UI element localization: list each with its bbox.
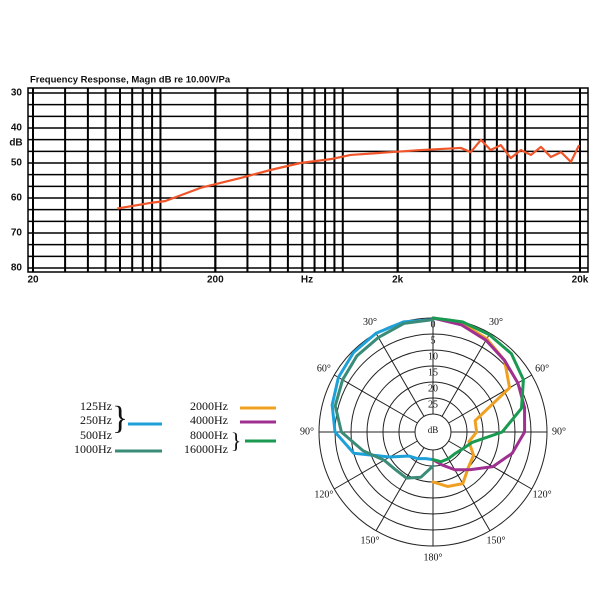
y-axis-label: dB bbox=[9, 138, 22, 149]
polar-spoke bbox=[448, 374, 532, 424]
polar-curve bbox=[431, 316, 512, 488]
theta-tick-label: 90° bbox=[300, 426, 314, 437]
polar-spoke bbox=[334, 374, 418, 424]
polar-spoke bbox=[441, 333, 491, 417]
y-tick-label: 80 bbox=[11, 263, 23, 274]
r-axis-label: dB bbox=[428, 425, 439, 435]
x-tick-label: 20 bbox=[27, 275, 39, 286]
polar-spoke bbox=[375, 333, 425, 417]
x-tick-label: 20k bbox=[572, 275, 589, 286]
legend-label: 125Hz bbox=[80, 399, 112, 413]
theta-tick-label: 60° bbox=[535, 363, 549, 374]
y-tick-label: 30 bbox=[11, 88, 23, 99]
theta-tick-label: 150° bbox=[361, 535, 380, 546]
y-tick-label: 40 bbox=[11, 123, 23, 134]
legend-label: 500Hz bbox=[80, 428, 112, 442]
y-tick-label: 60 bbox=[11, 193, 23, 204]
x-tick-label: 2k bbox=[392, 275, 404, 286]
y-tick-label: 70 bbox=[11, 228, 23, 239]
polar-spoke bbox=[375, 447, 425, 531]
x-axis-label: Hz bbox=[301, 275, 313, 286]
polar-curve bbox=[431, 316, 527, 472]
legend-label: 250Hz bbox=[80, 413, 112, 427]
chart-title: Frequency Response, Magn dB re 10.00V/Pa bbox=[30, 75, 231, 86]
theta-tick-label: 180° bbox=[424, 552, 443, 563]
theta-tick-label: 30° bbox=[363, 317, 377, 328]
legend-label: 4000Hz bbox=[190, 413, 228, 427]
y-tick-label: 50 bbox=[11, 158, 23, 169]
polar-spoke bbox=[441, 447, 491, 531]
theta-tick-label: 90° bbox=[552, 426, 566, 437]
theta-tick-label: 150° bbox=[487, 535, 506, 546]
legend-label: 8000Hz bbox=[190, 428, 228, 442]
polar-curve bbox=[333, 318, 435, 480]
response-line bbox=[117, 138, 581, 210]
theta-tick-label: 120° bbox=[314, 489, 333, 500]
polar-curve bbox=[431, 316, 525, 464]
theta-tick-label: 120° bbox=[533, 489, 552, 500]
legend-brace: } bbox=[231, 428, 242, 453]
plot-frame bbox=[27, 87, 589, 273]
legend-label: 1000Hz bbox=[74, 442, 112, 456]
polar-curve bbox=[330, 318, 435, 462]
polar-spoke bbox=[334, 440, 418, 490]
x-tick-label: 200 bbox=[207, 275, 224, 286]
legend-label: 16000Hz bbox=[184, 442, 228, 456]
legend-label: 2000Hz bbox=[190, 399, 228, 413]
theta-tick-label: 60° bbox=[317, 363, 331, 374]
theta-tick-label: 30° bbox=[489, 317, 503, 328]
legend-brace: } bbox=[112, 401, 128, 437]
